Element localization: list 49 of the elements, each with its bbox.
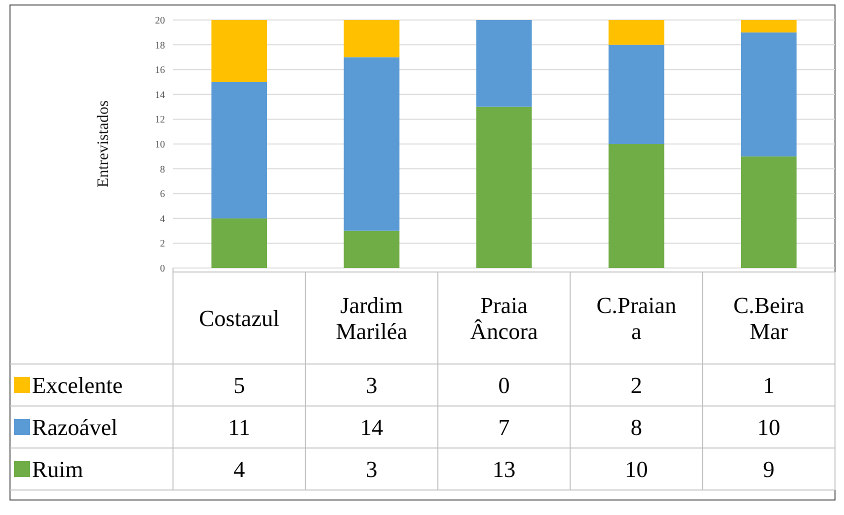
x-tick-label: Praia Âncora — [470, 293, 538, 344]
bar — [211, 82, 268, 218]
y-tick-label: 20 — [155, 16, 165, 26]
bar — [344, 230, 400, 268]
y-axis-title: Entrevistados — [95, 100, 112, 188]
data-label: 10 — [757, 415, 780, 440]
y-tick-label: 12 — [155, 114, 165, 126]
bar — [476, 106, 532, 268]
bar — [740, 32, 797, 156]
data-label: 11 — [228, 415, 250, 440]
y-tick-label: 10 — [155, 140, 165, 150]
data-label: 13 — [492, 457, 516, 482]
legend-label: Ruim — [32, 457, 84, 482]
data-label: 8 — [630, 415, 642, 440]
y-tick-label: 2 — [160, 238, 165, 250]
x-tick-label: Jardim Mariléa — [336, 293, 408, 344]
data-label: 3 — [366, 373, 378, 398]
y-tick-label: 18 — [155, 40, 165, 52]
x-tick-label: C.Beira Mar — [733, 293, 804, 344]
bar — [476, 20, 532, 107]
y-tick-label: 4 — [160, 214, 165, 225]
data-label: 4 — [233, 457, 246, 482]
bar — [211, 20, 268, 82]
data-label: 1 — [763, 373, 775, 398]
data-label: 10 — [624, 457, 648, 482]
bar — [211, 218, 268, 268]
bar — [608, 44, 664, 144]
x-tick-label: C.Praiana — [596, 293, 677, 344]
bar — [344, 57, 400, 231]
bar — [344, 20, 400, 58]
data-label: 9 — [763, 457, 775, 482]
bar — [740, 20, 797, 32]
y-tick-label: 6 — [160, 189, 165, 200]
legend-label: Excelente — [32, 373, 123, 398]
legend-label: Razoável — [32, 415, 118, 440]
data-label: 14 — [360, 415, 384, 440]
data-label: 5 — [233, 373, 245, 398]
data-label: 0 — [498, 373, 510, 398]
data-label: 3 — [366, 457, 378, 482]
x-tick-label: Costazul — [198, 306, 280, 332]
data-label: 7 — [498, 415, 510, 440]
y-tick-label: 16 — [155, 65, 165, 76]
y-tick-label: 14 — [155, 90, 165, 101]
y-tick-label: 0 — [160, 264, 165, 274]
data-label: 2 — [630, 373, 642, 398]
bar — [608, 20, 664, 45]
y-tick-label: 8 — [160, 164, 165, 176]
bar — [740, 156, 797, 268]
bar — [608, 144, 664, 268]
